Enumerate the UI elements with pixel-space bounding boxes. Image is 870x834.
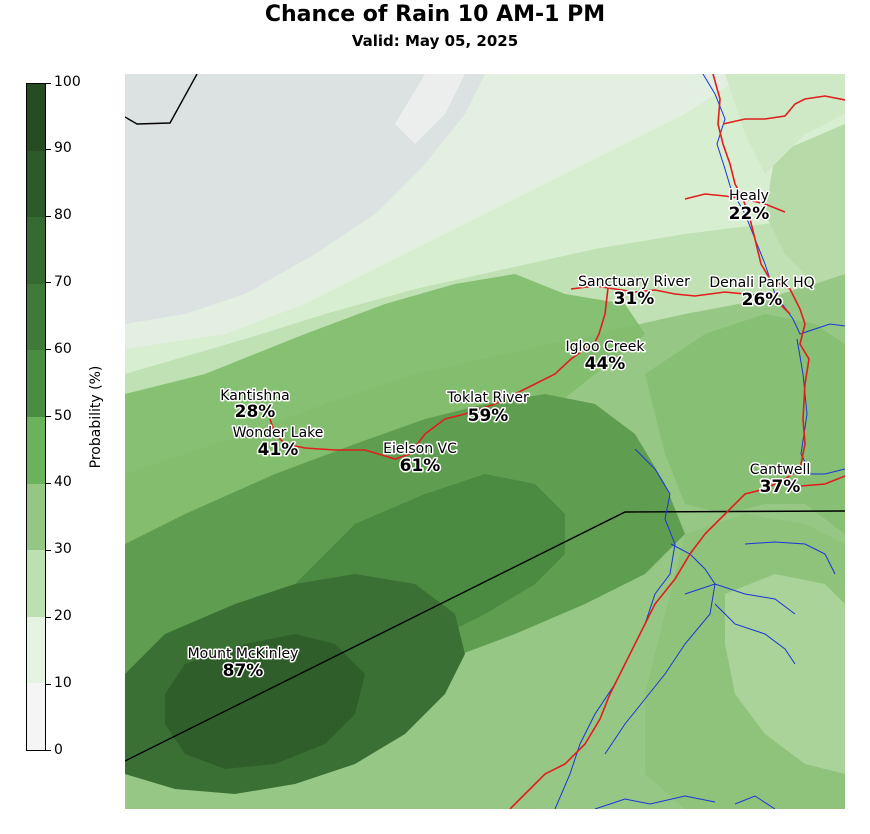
colorbar-tick-label: 0 [54, 742, 63, 758]
location-value: 44% [585, 354, 626, 374]
location-value: 28% [235, 402, 276, 422]
map-canvas: Healy 22% Sanctuary River 31% Denali Par… [125, 74, 845, 809]
location-label-toklat-river[interactable]: Toklat River 59% [445, 389, 531, 428]
location-label-kantishna[interactable]: Kantishna 28% [219, 387, 291, 424]
location-name: Mount McKinley [188, 646, 299, 662]
colorbar-band-0-10 [27, 683, 45, 750]
colorbar-band-50-60 [27, 350, 45, 417]
location-value: 87% [223, 661, 264, 681]
colorbar-band-90-100 [27, 84, 45, 151]
location-name: Wonder Lake [233, 425, 324, 441]
location-label-wonder-lake[interactable]: Wonder Lake 41% [231, 424, 325, 462]
location-name: Denali Park HQ [709, 275, 814, 291]
colorbar-band-30-40 [27, 483, 45, 551]
location-name: Toklat River [446, 390, 529, 406]
colorbar-tick-label: 20 [54, 608, 72, 624]
colorbar-band-20-30 [27, 550, 45, 617]
location-label-mount-mckinley[interactable]: Mount McKinley 87% [186, 645, 300, 683]
colorbar-tick-label: 50 [54, 408, 72, 424]
colorbar-tick-label: 90 [54, 140, 72, 156]
location-value: 31% [614, 289, 655, 309]
location-value: 26% [742, 290, 783, 310]
location-value: 41% [258, 440, 299, 460]
river-lines [554, 74, 845, 809]
map-title: Chance of Rain 10 AM-1 PM [264, 2, 606, 27]
probability-bands [125, 74, 845, 809]
colorbar-title: Probability (%) [88, 365, 104, 469]
location-label-denali-park-hq[interactable]: Denali Park HQ 26% [708, 274, 816, 312]
park-boundary-lines [125, 74, 845, 762]
colorbar-tick-label: 100 [54, 74, 81, 90]
map-subtitle: Valid: May 05, 2025 [351, 32, 519, 50]
location-label-cantwell[interactable]: Cantwell 37% [748, 461, 812, 499]
colorbar-band-70-80 [27, 217, 45, 284]
colorbar-tick-label: 10 [54, 675, 72, 691]
location-value: 61% [400, 456, 441, 476]
location-name: Sanctuary River [578, 274, 690, 290]
colorbar-tick-label: 70 [54, 274, 72, 290]
location-name: Eielson VC [383, 441, 457, 457]
colorbar-band-40-50 [27, 417, 45, 484]
location-label-igloo-creek[interactable]: Igloo Creek 44% [564, 338, 647, 376]
location-value: 37% [760, 477, 801, 497]
location-label-healy[interactable]: Healy 22% [727, 187, 771, 226]
location-name: Igloo Creek [565, 339, 645, 355]
location-value: 59% [468, 406, 509, 426]
location-label-eielson-vc[interactable]: Eielson VC 61% [382, 440, 459, 478]
road-lines [269, 74, 845, 809]
location-name: Kantishna [220, 388, 289, 404]
city-labels[interactable]: Healy 22% Sanctuary River 31% Denali Par… [186, 187, 816, 683]
colorbar [26, 83, 46, 751]
location-label-sanctuary-river[interactable]: Sanctuary River 31% [577, 273, 692, 311]
colorbar-tick-label: 80 [54, 207, 72, 223]
colorbar-band-80-90 [27, 150, 45, 218]
probability-map: Healy 22% Sanctuary River 31% Denali Par… [125, 74, 845, 809]
colorbar-band-60-70 [27, 283, 45, 351]
colorbar-tick-label: 60 [54, 341, 72, 357]
location-name: Cantwell [750, 462, 811, 478]
colorbar-tick-label: 30 [54, 541, 72, 557]
location-value: 22% [729, 204, 770, 224]
colorbar-tick-label: 40 [54, 474, 72, 490]
location-name: Healy [729, 188, 769, 204]
colorbar-band-10-20 [27, 616, 45, 684]
